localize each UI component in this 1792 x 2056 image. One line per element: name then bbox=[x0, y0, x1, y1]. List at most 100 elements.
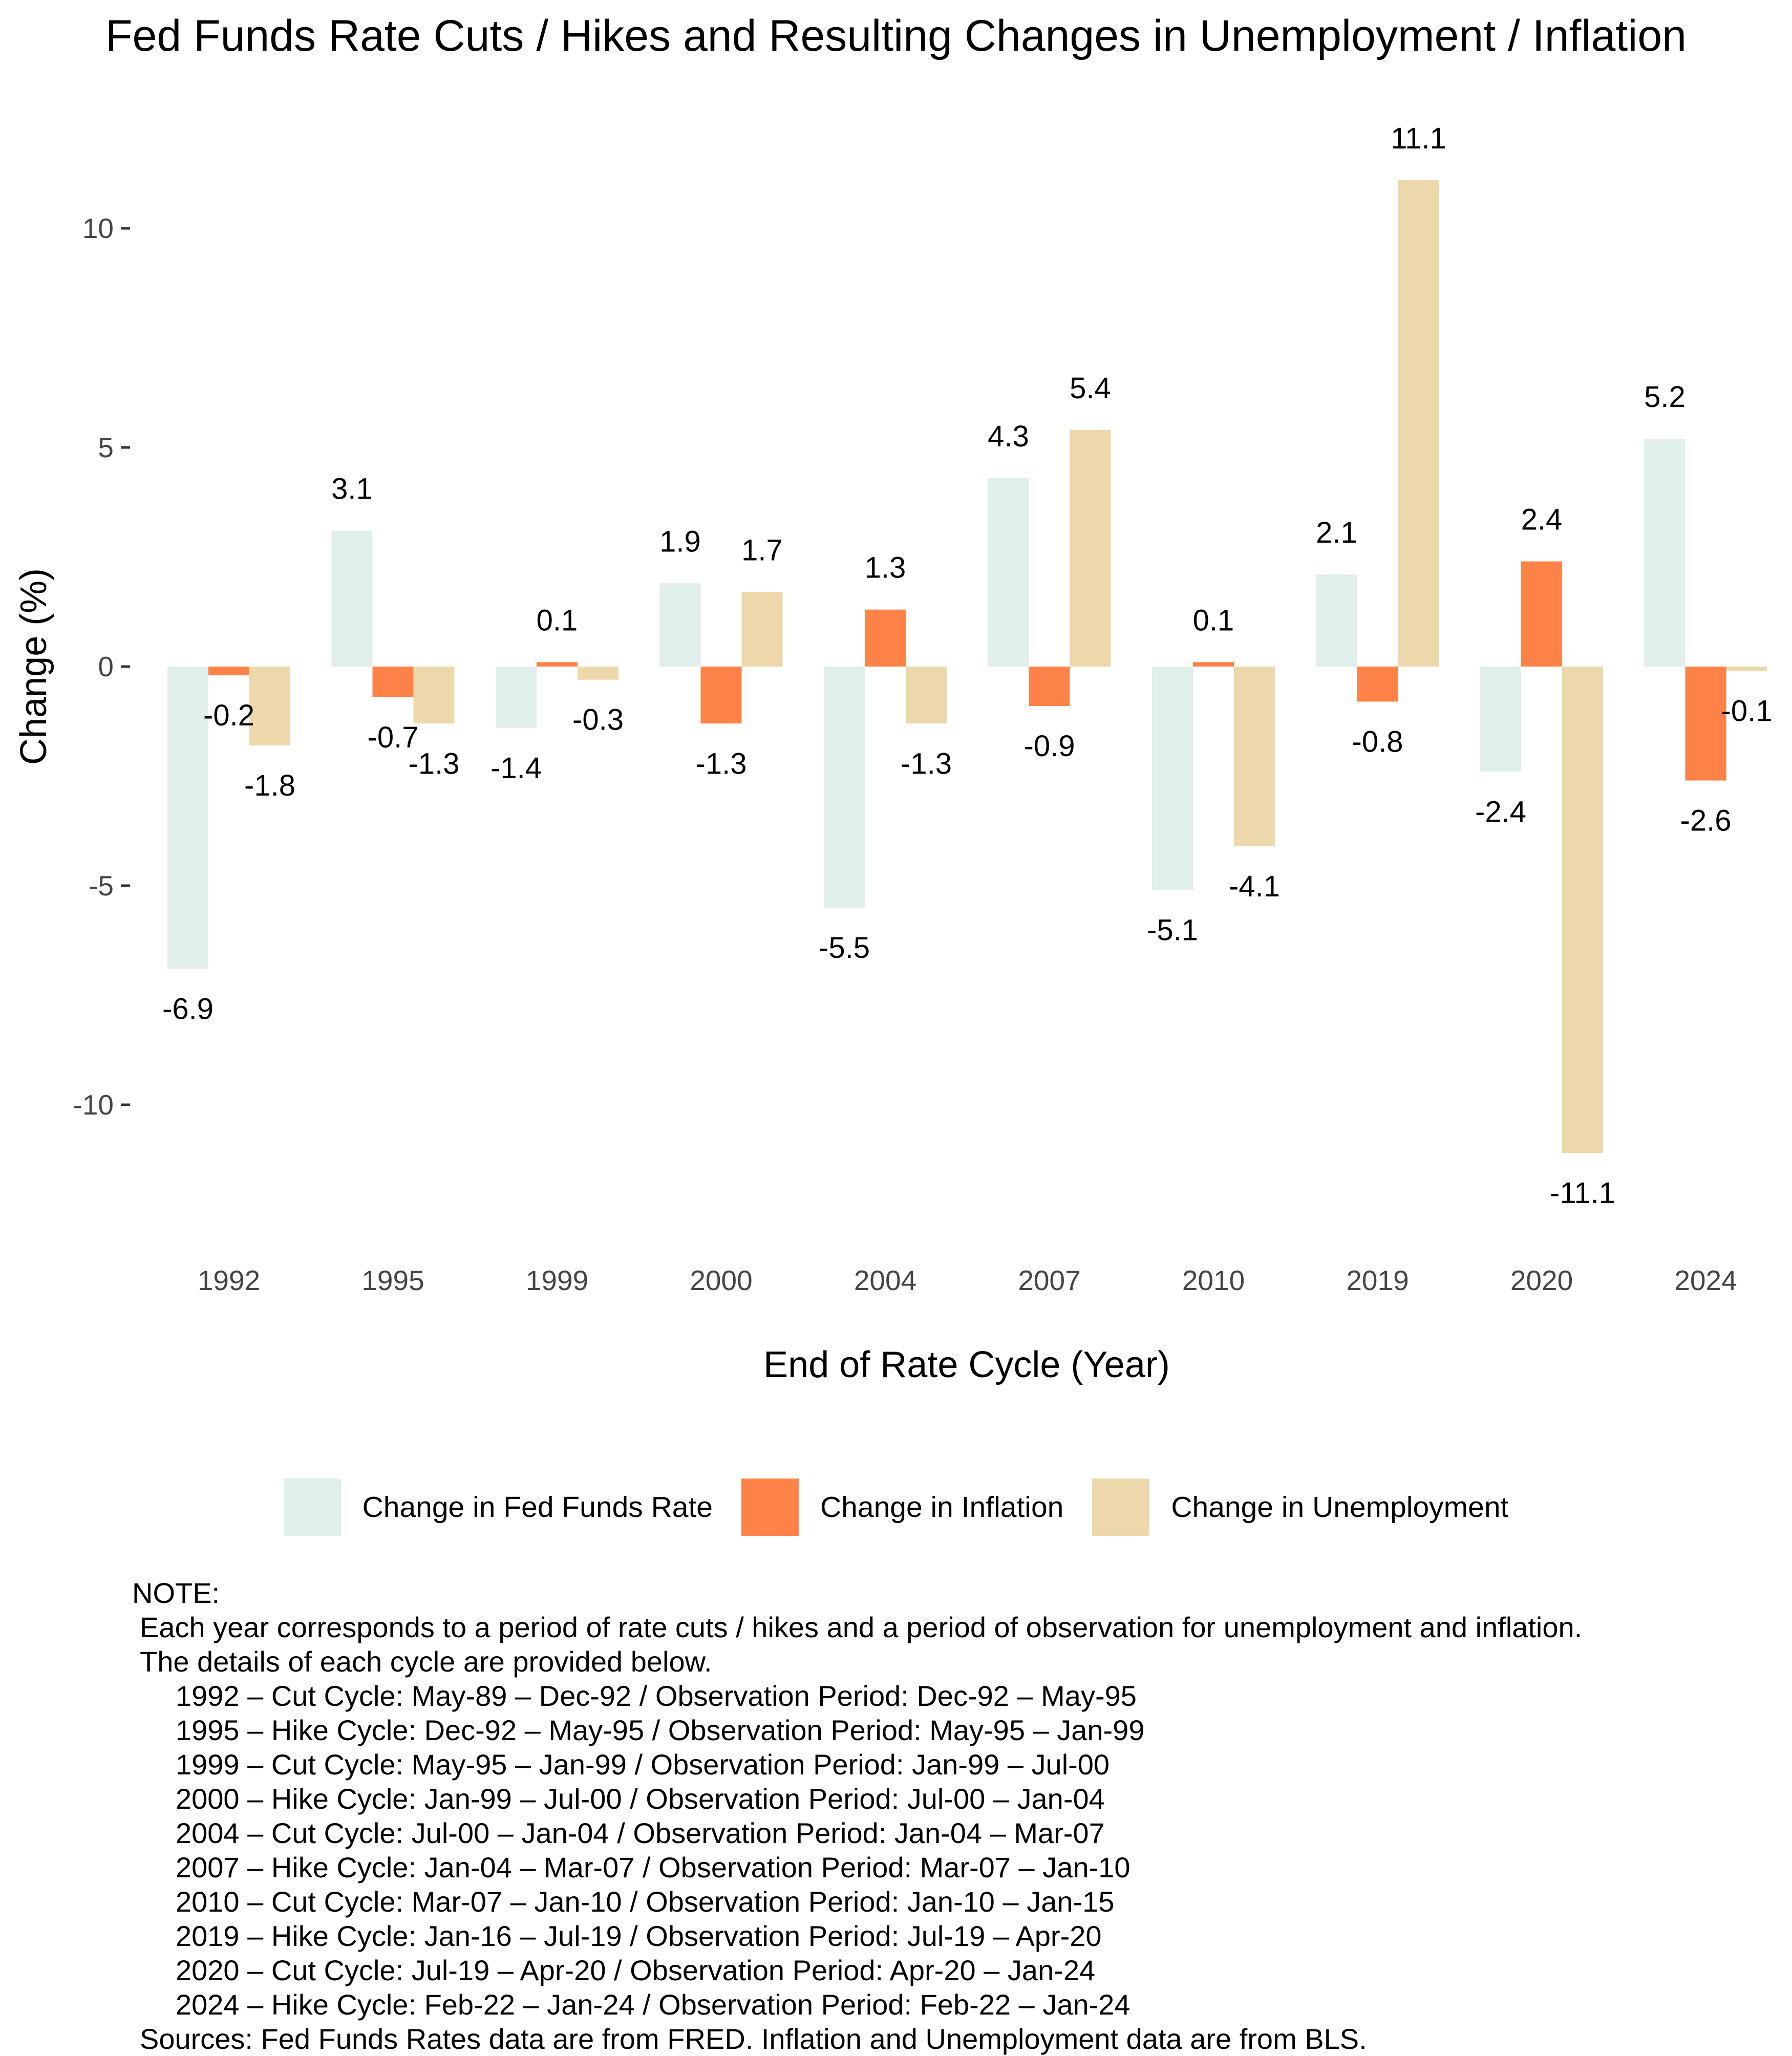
legend-item: Change in Inflation bbox=[741, 1479, 1063, 1536]
data-label: -5.1 bbox=[1147, 914, 1198, 947]
data-label: 1.9 bbox=[659, 525, 701, 558]
note-cycle-line: 2010 – Cut Cycle: Mar-07 – Jan-10 / Obse… bbox=[176, 1886, 1115, 1918]
legend-label: Change in Fed Funds Rate bbox=[362, 1491, 713, 1524]
note-cycle-line: 2000 – Hike Cycle: Jan-99 – Jul-00 / Obs… bbox=[176, 1783, 1105, 1815]
data-label: -0.7 bbox=[368, 721, 419, 754]
bar-change-in-inflation bbox=[700, 667, 742, 724]
note-cycle-line: 1992 – Cut Cycle: May-89 – Dec-92 / Obse… bbox=[176, 1680, 1137, 1712]
note-cycle-line: 2024 – Hike Cycle: Feb-22 – Jan-24 / Obs… bbox=[176, 1988, 1130, 2021]
bar-change-in-inflation bbox=[208, 667, 249, 676]
bar-change-in-fed-funds-rate bbox=[167, 667, 208, 969]
bar-change-in-inflation bbox=[1029, 667, 1070, 706]
x-tick-label: 1992 bbox=[198, 1265, 260, 1296]
bar-change-in-unemployment bbox=[1234, 667, 1275, 846]
data-label: 0.1 bbox=[537, 604, 578, 637]
y-tick-label: -5 bbox=[89, 870, 114, 902]
bar-change-in-unemployment bbox=[1398, 180, 1439, 667]
y-tick-label: 5 bbox=[98, 432, 114, 463]
data-label: -0.3 bbox=[572, 703, 624, 737]
data-labels: -6.9-0.2-1.83.1-0.7-1.3 -1.40.1-0.31.9-1.… bbox=[162, 122, 1772, 1210]
data-label: 5.2 bbox=[1644, 380, 1686, 414]
bar-change-in-fed-funds-rate bbox=[331, 530, 373, 667]
data-label: -4.1 bbox=[1229, 870, 1280, 903]
note-cycle-line: 1999 – Cut Cycle: May-95 – Jan-99 / Obse… bbox=[176, 1748, 1110, 1781]
note-cycle-line: 2007 – Hike Cycle: Jan-04 – Mar-07 / Obs… bbox=[176, 1851, 1130, 1883]
bar-change-in-fed-funds-rate bbox=[1152, 667, 1193, 890]
bar-change-in-fed-funds-rate bbox=[1480, 667, 1521, 772]
data-label: 1.3 bbox=[865, 551, 906, 585]
bar-change-in-fed-funds-rate bbox=[824, 667, 865, 908]
bar-change-in-fed-funds-rate bbox=[1316, 574, 1357, 667]
note-cycle-line: 2019 – Hike Cycle: Jan-16 – Jul-19 / Obs… bbox=[176, 1920, 1102, 1952]
bar-change-in-inflation bbox=[372, 667, 414, 697]
note-sources: Sources: Fed Funds Rates data are from F… bbox=[140, 2023, 1367, 2055]
bar-groups bbox=[167, 180, 1767, 1153]
data-label: 4.3 bbox=[988, 420, 1029, 453]
bar-change-in-unemployment bbox=[578, 667, 618, 680]
x-axis: 1992 1995 1999 2000 2004 2007 2010 2019 2020 2024 bbox=[198, 1265, 1737, 1296]
bar-change-in-inflation bbox=[1521, 561, 1562, 667]
y-tick-label: 0 bbox=[98, 651, 114, 682]
data-label: 0.1 bbox=[1193, 604, 1234, 637]
data-label: -6.9 bbox=[162, 993, 214, 1026]
bar-change-in-fed-funds-rate bbox=[988, 478, 1029, 667]
bar-change-in-unemployment bbox=[741, 592, 783, 667]
bar-change-in-fed-funds-rate bbox=[496, 667, 537, 728]
data-label: 2.1 bbox=[1316, 516, 1357, 549]
bar-change-in-inflation bbox=[537, 662, 578, 667]
x-axis-title: End of Rate Cycle (Year) bbox=[763, 1344, 1170, 1385]
x-tick-label: 2024 bbox=[1674, 1265, 1737, 1296]
legend: Change in Fed Funds Rate Change in Inflat… bbox=[0, 1479, 1792, 1536]
bar-change-in-unemployment bbox=[413, 667, 455, 724]
data-label: 5.4 bbox=[1070, 372, 1111, 405]
note-cycle-line: 1995 – Hike Cycle: Dec-92 – May-95 / Obs… bbox=[176, 1714, 1145, 1746]
data-label: -1.3 bbox=[901, 747, 952, 780]
note-cycle-line: 2004 – Cut Cycle: Jul-00 – Jan-04 / Obse… bbox=[176, 1817, 1105, 1849]
legend-label: Change in Inflation bbox=[820, 1491, 1064, 1524]
note-heading: NOTE: bbox=[132, 1577, 220, 1609]
data-label: 11.1 bbox=[1391, 122, 1446, 155]
data-label: -2.4 bbox=[1475, 795, 1526, 828]
bar-change-in-unemployment bbox=[1562, 667, 1603, 1153]
legend-swatch bbox=[1092, 1479, 1150, 1536]
data-label: 3.1 bbox=[331, 473, 373, 506]
cycle-list: 1992 – Cut Cycle: May-89 – Dec-92 / Obse… bbox=[132, 1679, 1582, 2022]
y-tick-label: -10 bbox=[73, 1089, 114, 1121]
data-label: -1.3 bbox=[696, 747, 747, 780]
data-label: -1.3 bbox=[409, 747, 460, 780]
y-tick-label: 10 bbox=[82, 212, 114, 244]
data-label: 2.4 bbox=[1521, 503, 1563, 537]
legend-item: Change in Unemployment bbox=[1092, 1479, 1508, 1536]
data-label: -0.9 bbox=[1024, 730, 1075, 763]
bar-change-in-fed-funds-rate bbox=[659, 583, 701, 667]
bar-change-in-inflation bbox=[1193, 662, 1234, 667]
legend-swatch bbox=[741, 1479, 799, 1536]
data-label: -0.1 bbox=[1721, 695, 1773, 728]
bar-change-in-fed-funds-rate bbox=[1644, 438, 1686, 667]
data-label: -5.5 bbox=[819, 931, 870, 965]
bar-change-in-unemployment bbox=[906, 667, 947, 724]
x-tick-label: 2019 bbox=[1346, 1265, 1409, 1296]
x-tick-label: 2010 bbox=[1182, 1265, 1245, 1296]
note-intro-line: Each year corresponds to a period of rat… bbox=[140, 1611, 1583, 1643]
data-label: -11.1 bbox=[1550, 1176, 1615, 1210]
legend-swatch bbox=[283, 1479, 341, 1536]
bar-change-in-inflation bbox=[1685, 667, 1726, 781]
data-label: -2.6 bbox=[1680, 804, 1732, 838]
y-axis: 10 5 0 -5 -10 bbox=[73, 212, 130, 1121]
y-axis-title: Change (%) bbox=[13, 568, 54, 765]
legend-label: Change in Unemployment bbox=[1171, 1491, 1509, 1524]
bar-change-in-unemployment bbox=[249, 667, 290, 746]
chart-title: Fed Funds Rate Cuts / Hikes and Resultin… bbox=[105, 11, 1687, 60]
data-label: -1.4 bbox=[490, 752, 542, 785]
notes: NOTE: Each year corresponds to a period … bbox=[132, 1576, 1582, 2056]
note-cycle-line: 2020 – Cut Cycle: Jul-19 – Apr-20 / Obse… bbox=[176, 1954, 1096, 1986]
x-tick-label: 1999 bbox=[526, 1265, 588, 1296]
bar-change-in-inflation bbox=[865, 609, 906, 667]
x-tick-label: 1995 bbox=[361, 1265, 424, 1296]
x-tick-label: 2000 bbox=[690, 1265, 752, 1296]
data-label: -0.8 bbox=[1352, 725, 1403, 758]
data-label: 1.7 bbox=[741, 533, 783, 567]
x-tick-label: 2004 bbox=[854, 1265, 916, 1296]
